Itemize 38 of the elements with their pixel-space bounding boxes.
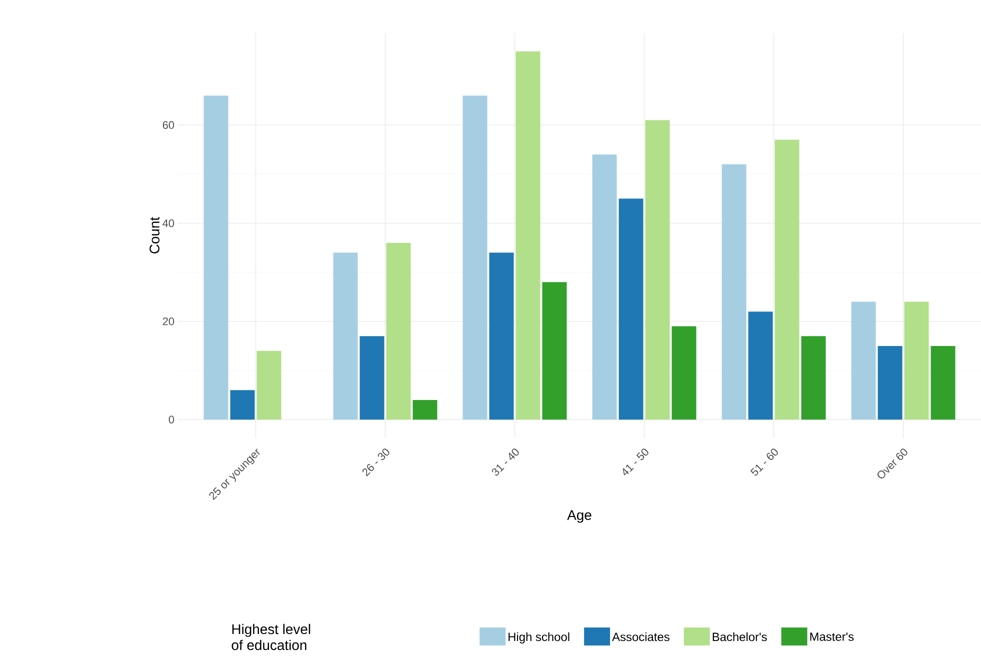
legend-label: Bachelor's	[712, 632, 767, 642]
y-tick-label: 60	[162, 121, 174, 129]
bar	[801, 336, 826, 420]
legend-title: Highest level of education	[232, 624, 310, 650]
bar	[360, 336, 384, 420]
y-tick-label: 20	[162, 318, 174, 326]
legend-label: High school	[508, 632, 570, 644]
bar	[204, 96, 228, 420]
bar	[618, 198, 644, 420]
y-tick-label: 40	[162, 219, 174, 228]
bar	[256, 350, 282, 420]
bar	[386, 242, 411, 420]
bar	[878, 346, 902, 420]
bar	[748, 312, 773, 420]
bar	[722, 164, 746, 420]
bar	[930, 346, 956, 420]
x-tick-label: 26 - 30	[362, 448, 390, 476]
bar	[489, 252, 514, 420]
bar	[672, 326, 696, 420]
y-axis-title: Count	[150, 216, 160, 254]
x-tick-label: 41 - 50	[622, 448, 648, 476]
bar	[230, 390, 255, 420]
bar	[592, 154, 617, 420]
bar	[851, 302, 876, 420]
bar	[645, 120, 670, 420]
bar	[542, 282, 567, 420]
bar	[462, 96, 488, 420]
bar	[333, 252, 358, 420]
bar	[516, 51, 540, 420]
x-tick-label: 51 - 60	[750, 448, 778, 476]
bar	[412, 400, 438, 420]
x-tick-label: 31 - 40	[492, 448, 519, 476]
legend-label: Master's	[810, 632, 854, 641]
y-tick-label: 0	[168, 416, 174, 424]
bar	[904, 302, 929, 420]
bar	[774, 140, 800, 420]
legend-label: Associates	[612, 632, 670, 642]
x-axis-title: Age	[567, 510, 592, 523]
